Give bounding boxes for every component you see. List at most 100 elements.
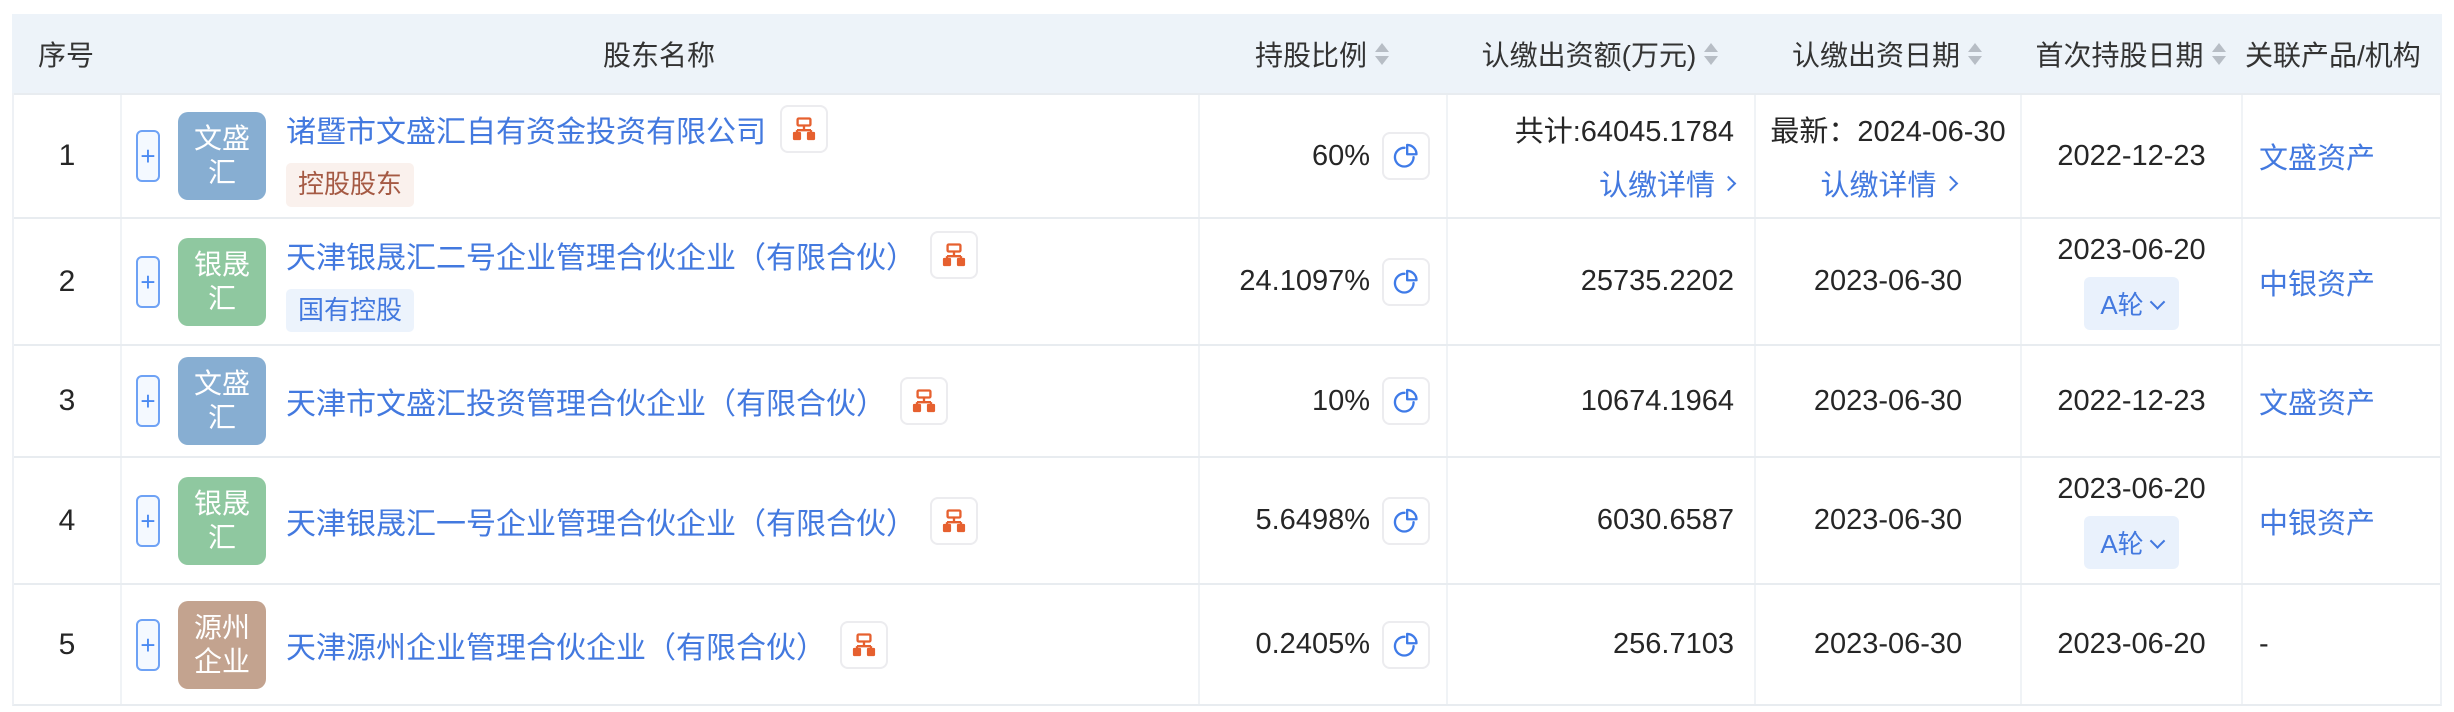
shareholder-cell: + 源州 企业 天津源州企业管理合伙企业（有限合伙） xyxy=(122,585,1200,704)
amount-cell: 6030.6587 xyxy=(1448,458,1756,583)
pay-date-value: 2023-06-30 xyxy=(1813,628,1963,660)
payment-detail-link[interactable]: 认缴详情 xyxy=(1599,162,1737,204)
first-date-value: 2022-12-23 xyxy=(2057,139,2206,172)
table-body: 1 + 文盛 汇 诸暨市文盛汇自有资金投资有限公司 xyxy=(12,93,2442,706)
ratio-value: 10% xyxy=(1311,384,1370,417)
related-product-link[interactable]: 中银资产 xyxy=(2259,268,2376,301)
avatar-text: 企业 xyxy=(193,645,250,677)
avatar: 文盛 汇 xyxy=(178,112,266,200)
header-label: 首次持股日期 xyxy=(2035,39,2204,71)
amount-value: 256.7103 xyxy=(1613,628,1734,660)
pie-chart-icon[interactable] xyxy=(1382,496,1430,545)
amount-value: 6030.6587 xyxy=(1596,504,1734,536)
sort-icon[interactable] xyxy=(1968,42,1982,65)
pie-chart-icon[interactable] xyxy=(1382,377,1430,425)
related-cell: 中银资产 xyxy=(2243,219,2444,344)
expand-button[interactable]: + xyxy=(136,494,160,547)
first-date-value: 2023-06-20 xyxy=(2057,472,2206,505)
row-index: 2 xyxy=(14,219,122,344)
pay-date-value: 2023-06-30 xyxy=(1813,265,1963,297)
header-cell-ratio[interactable]: 持股比例 xyxy=(1198,34,1446,74)
row-index: 1 xyxy=(14,95,122,217)
first-date-cell: 2022-12-23 xyxy=(2022,95,2243,217)
header-cell-index: 序号 xyxy=(12,34,120,74)
pie-chart-icon[interactable] xyxy=(1382,257,1430,306)
avatar-text: 汇 xyxy=(207,402,236,433)
pay-date-cell: 2023-06-30 xyxy=(1756,585,2022,704)
related-cell: - xyxy=(2243,585,2444,704)
first-date-cell: 2023-06-20 A轮 xyxy=(2022,219,2243,344)
related-product-link[interactable]: 文盛资产 xyxy=(2259,388,2376,420)
org-chart-icon[interactable] xyxy=(930,496,978,545)
row-index: 5 xyxy=(14,585,122,704)
first-date-cell: 2023-06-20 A轮 xyxy=(2022,458,2243,583)
table-row: 4 + 银晟 汇 天津银晟汇一号企业管理合伙企业（有限合伙） xyxy=(14,456,2440,583)
related-product-link[interactable]: 文盛资产 xyxy=(2259,143,2376,175)
ratio-cell: 0.2405% xyxy=(1200,585,1448,704)
shareholders-table: 序号 股东名称 持股比例 认缴出资额(万元) 认缴出资日期 首次持股日期 关联产… xyxy=(12,14,2442,706)
payment-detail-link[interactable]: 认缴详情 xyxy=(1820,162,1958,204)
pie-chart-icon[interactable] xyxy=(1382,620,1430,669)
ratio-value: 5.6498% xyxy=(1255,504,1371,536)
header-cell-pay-date[interactable]: 认缴出资日期 xyxy=(1754,34,2020,74)
related-product-link[interactable]: 中银资产 xyxy=(2259,507,2376,540)
chevron-right-icon xyxy=(1942,175,1958,191)
header-cell-related: 关联产品/机构 xyxy=(2241,34,2442,74)
org-chart-icon[interactable] xyxy=(840,620,888,669)
sort-icon[interactable] xyxy=(2211,42,2226,65)
avatar-text: 文盛 xyxy=(193,123,250,154)
shareholder-cell: + 文盛 汇 天津市文盛汇投资管理合伙企业（有限合伙） xyxy=(122,346,1200,456)
row-index: 4 xyxy=(14,458,122,583)
chevron-down-icon xyxy=(2149,293,2165,310)
shareholder-name-link[interactable]: 诸暨市文盛汇自有资金投资有限公司 xyxy=(286,116,766,150)
related-cell: 文盛资产 xyxy=(2243,95,2444,217)
avatar-text: 银晟 xyxy=(193,248,250,280)
pie-chart-icon[interactable] xyxy=(1382,132,1430,180)
shareholder-cell: + 银晟 汇 天津银晟汇一号企业管理合伙企业（有限合伙） xyxy=(122,458,1200,583)
shareholder-cell: + 文盛 汇 诸暨市文盛汇自有资金投资有限公司 xyxy=(122,95,1200,217)
ratio-cell: 5.6498% xyxy=(1200,458,1448,583)
chevron-right-icon xyxy=(1720,175,1737,191)
shareholder-name-link[interactable]: 天津银晟汇二号企业管理合伙企业（有限合伙） xyxy=(286,241,916,275)
pay-date-cell: 2023-06-30 xyxy=(1756,346,2022,456)
sort-icon[interactable] xyxy=(1375,42,1389,65)
pay-date-cell: 2023-06-30 xyxy=(1756,219,2022,344)
funding-round-badge[interactable]: A轮 xyxy=(2084,515,2179,569)
shareholder-name-link[interactable]: 天津市文盛汇投资管理合伙企业（有限合伙） xyxy=(286,388,886,421)
expand-button[interactable]: + xyxy=(136,618,160,671)
first-date-value: 2023-06-20 xyxy=(2057,233,2206,266)
header-cell-amount[interactable]: 认缴出资额(万元) xyxy=(1446,34,1754,74)
header-label: 持股比例 xyxy=(1254,39,1367,71)
avatar-text: 汇 xyxy=(207,282,236,314)
first-date-cell: 2023-06-20 xyxy=(2022,585,2243,704)
ratio-value: 60% xyxy=(1311,139,1370,172)
ratio-cell: 60% xyxy=(1200,95,1448,217)
first-date-value: 2022-12-23 xyxy=(2057,384,2206,417)
avatar: 银晟 汇 xyxy=(178,476,266,565)
org-chart-icon[interactable] xyxy=(780,105,828,154)
header-cell-first-date[interactable]: 首次持股日期 xyxy=(2020,34,2241,74)
amount-cell: 10674.1964 xyxy=(1448,346,1756,456)
shareholder-tag: 控股股东 xyxy=(286,163,415,207)
sort-icon[interactable] xyxy=(1704,42,1719,65)
avatar: 银晟 汇 xyxy=(178,237,266,326)
ratio-value: 24.1097% xyxy=(1239,265,1370,297)
expand-button[interactable]: + xyxy=(136,255,160,308)
header-cell-shareholder: 股东名称 xyxy=(120,34,1198,74)
amount-cell: 25735.2202 xyxy=(1448,219,1756,344)
shareholder-name-link[interactable]: 天津源州企业管理合伙企业（有限合伙） xyxy=(286,631,826,665)
avatar: 文盛 汇 xyxy=(178,357,266,445)
org-chart-icon[interactable] xyxy=(930,230,978,279)
expand-button[interactable]: + xyxy=(136,375,160,427)
chevron-down-icon xyxy=(2149,532,2165,549)
header-label: 关联产品/机构 xyxy=(2245,39,2421,71)
related-cell: 中银资产 xyxy=(2243,458,2444,583)
shareholder-name-link[interactable]: 天津银晟汇一号企业管理合伙企业（有限合伙） xyxy=(286,507,916,541)
avatar-text: 源州 xyxy=(193,611,250,643)
pay-date-cell: 2023-06-30 xyxy=(1756,458,2022,583)
org-chart-icon[interactable] xyxy=(900,377,948,425)
header-label: 认缴出资日期 xyxy=(1791,39,1960,71)
funding-round-badge[interactable]: A轮 xyxy=(2084,276,2179,330)
expand-button[interactable]: + xyxy=(136,130,160,182)
header-row: 序号 股东名称 持股比例 认缴出资额(万元) 认缴出资日期 首次持股日期 关联产… xyxy=(12,14,2442,93)
